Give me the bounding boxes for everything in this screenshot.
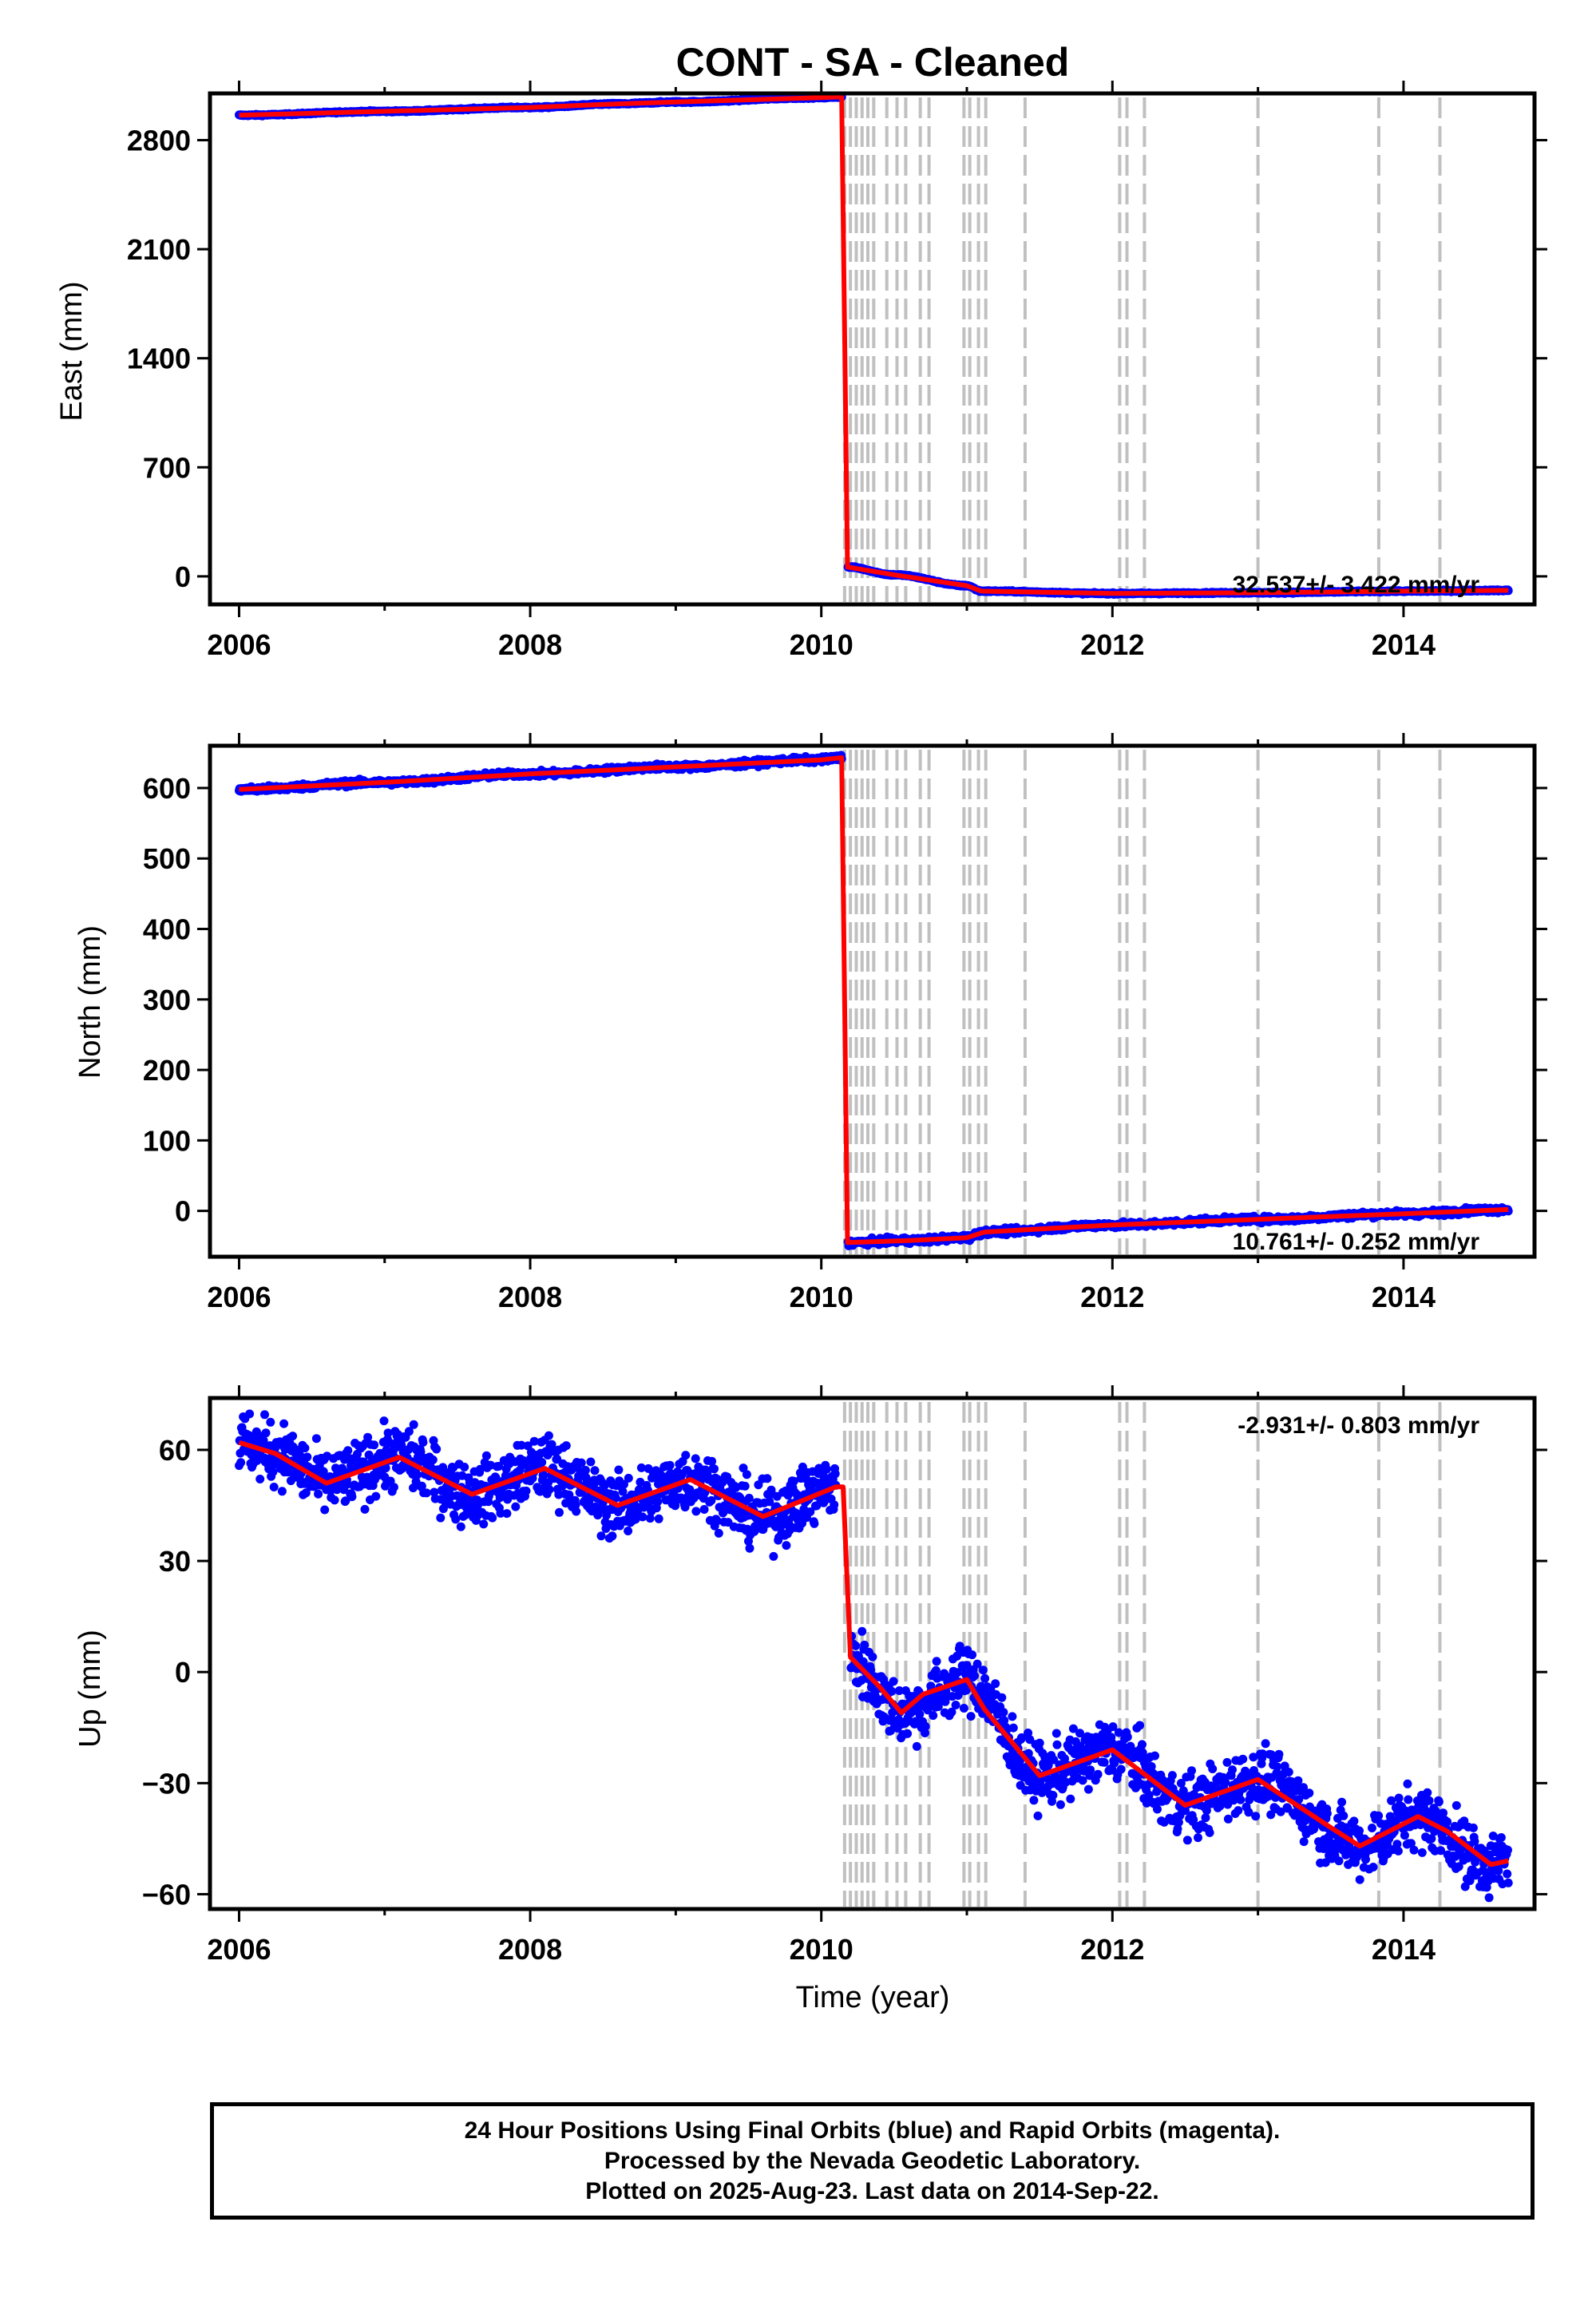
up-data-point xyxy=(266,1417,275,1427)
north-x-tick-label: 2008 xyxy=(498,1281,562,1313)
north-x-tick-label: 2014 xyxy=(1372,1281,1436,1313)
up-data-point xyxy=(347,1492,357,1502)
up-data-point xyxy=(370,1440,379,1450)
north-x-tick-label: 2006 xyxy=(207,1281,271,1313)
up-data-point xyxy=(456,1522,465,1531)
east-y-tick-label: 700 xyxy=(143,451,191,484)
up-observation-points xyxy=(235,1409,1513,1903)
east-x-tick-label: 2010 xyxy=(790,628,853,661)
up-data-point xyxy=(360,1504,370,1514)
up-data-point xyxy=(451,1515,461,1524)
east-x-tick-label: 2014 xyxy=(1372,628,1436,661)
up-data-point xyxy=(432,1444,442,1454)
up-data-point xyxy=(314,1489,323,1499)
north-y-tick-label: 300 xyxy=(143,984,191,1016)
chart-title: CONT - SA - Cleaned xyxy=(676,40,1070,85)
east-rate-label: 32.537+/- 3.422 mm/yr xyxy=(1233,572,1480,598)
up-data-point xyxy=(481,1451,491,1460)
up-data-point xyxy=(511,1502,521,1511)
up-data-point xyxy=(303,1452,312,1462)
north-y-tick-label: 100 xyxy=(143,1124,191,1157)
up-data-point xyxy=(279,1419,289,1428)
up-data-point xyxy=(236,1458,246,1467)
up-data-point xyxy=(300,1444,310,1453)
east-y-tick-label: 0 xyxy=(175,560,191,593)
east-x-tick-label: 2006 xyxy=(207,628,271,661)
east-x-tick-label: 2008 xyxy=(498,628,562,661)
north-x-tick-label: 2012 xyxy=(1080,1281,1144,1313)
up-data-point xyxy=(436,1513,446,1523)
north-y-tick-label: 0 xyxy=(175,1195,191,1228)
up-data-point xyxy=(320,1505,330,1515)
up-data-point xyxy=(379,1416,389,1426)
east-x-tick-label: 2012 xyxy=(1080,628,1144,661)
up-data-point xyxy=(413,1470,422,1479)
panel-north: 2006 2008 2010 2012 2014 0 100 200 300 400 500 600 N… xyxy=(73,733,1547,1313)
up-data-point xyxy=(409,1420,418,1429)
up-data-point xyxy=(330,1495,339,1505)
up-data-point xyxy=(261,1428,271,1438)
north-x-tick-label: 2010 xyxy=(790,1281,853,1313)
north-y-tick-label: 200 xyxy=(143,1054,191,1087)
east-event-lines xyxy=(842,97,1442,602)
up-data-point xyxy=(488,1513,497,1523)
north-event-lines xyxy=(842,750,1442,1254)
up-data-point xyxy=(460,1463,469,1471)
up-data-point xyxy=(428,1455,438,1464)
up-data-point xyxy=(479,1519,489,1529)
up-data-point xyxy=(255,1475,265,1483)
up-data-point xyxy=(418,1438,428,1447)
up-data-point xyxy=(260,1410,269,1420)
up-data-point xyxy=(371,1491,381,1501)
north-y-tick-label: 400 xyxy=(143,913,191,946)
up-data-point xyxy=(311,1434,321,1444)
east-y-tick-label: 2800 xyxy=(127,125,191,157)
north-y-axis-label: North (mm) xyxy=(73,925,107,1079)
north-y-tick-label: 600 xyxy=(143,772,191,805)
up-data-point xyxy=(502,1509,512,1519)
east-y-axis-label: East (mm) xyxy=(55,281,89,421)
up-data-point xyxy=(245,1409,255,1419)
up-data-point xyxy=(389,1483,398,1492)
up-data-point xyxy=(269,1483,279,1491)
east-plot-frame xyxy=(208,91,1537,607)
up-data-point xyxy=(343,1446,353,1456)
north-rate-label: 10.761+/- 0.252 mm/yr xyxy=(1233,1229,1480,1255)
panel-east: 2006 2008 2010 2012 2014 0 700 1400 2100 2800 East… xyxy=(55,81,1547,661)
up-data-point xyxy=(277,1487,287,1496)
north-y-tick-label: 500 xyxy=(143,842,191,875)
up-data-point xyxy=(288,1432,298,1441)
east-y-tick-label: 2100 xyxy=(127,233,191,266)
east-model-line xyxy=(239,94,1509,596)
up-data-point xyxy=(268,1467,278,1477)
east-y-tick-label: 1400 xyxy=(127,343,191,375)
up-data-point xyxy=(422,1488,431,1498)
